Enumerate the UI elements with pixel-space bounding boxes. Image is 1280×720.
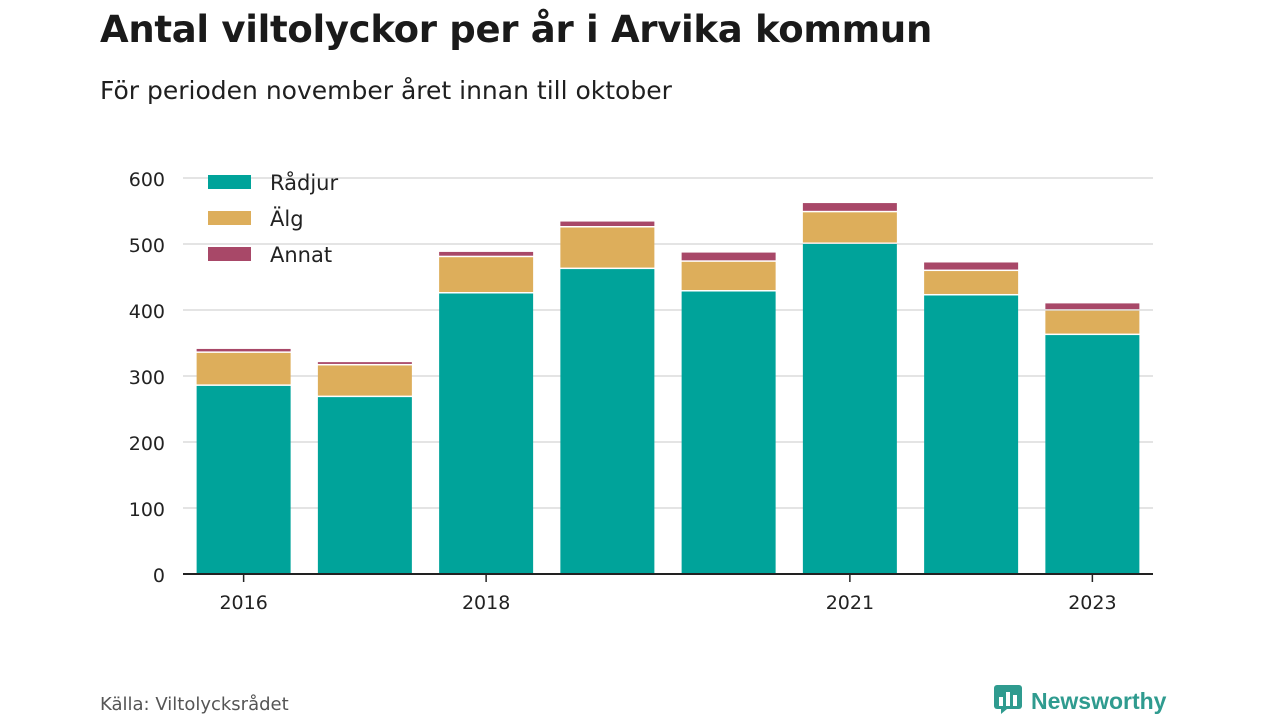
y-tick-label: 400	[129, 301, 165, 323]
x-tick-label: 2016	[219, 592, 267, 614]
chart-subtitle: För perioden november året innan till ok…	[100, 76, 672, 105]
x-tick-label: 2023	[1068, 592, 1116, 614]
bar-lg-2017	[317, 365, 412, 396]
bar-lg-2019	[560, 227, 655, 268]
bar-annat-2018	[439, 251, 534, 256]
bar-lg-2022	[924, 271, 1019, 294]
bar-rdjur-2020	[681, 291, 776, 574]
brand-name: Newsworthy	[1031, 687, 1167, 714]
bar-annat-2021	[802, 203, 897, 211]
bar-annat-2019	[560, 221, 655, 226]
bar-annat-2023	[1045, 303, 1140, 310]
bar-annat-2020	[681, 252, 776, 261]
bar-lg-2018	[439, 257, 534, 292]
bar-rdjur-2018	[439, 293, 534, 574]
bar-annat-2017	[317, 362, 412, 364]
bar-rdjur-2016	[196, 385, 291, 574]
bar-lg-2021	[802, 212, 897, 243]
source-note: Källa: Viltolycksrådet	[100, 694, 289, 715]
bar-lg-2023	[1045, 310, 1140, 334]
y-tick-label: 600	[129, 169, 165, 191]
bar-rdjur-2017	[317, 397, 412, 574]
x-tick-label: 2021	[826, 592, 874, 614]
bar-annat-2022	[924, 262, 1019, 270]
y-tick-label: 300	[129, 367, 165, 389]
y-tick-label: 500	[129, 235, 165, 257]
legend-swatch	[208, 211, 251, 225]
legend-label: Rådjur	[270, 170, 338, 195]
y-tick-label: 200	[129, 433, 165, 455]
y-tick-label: 0	[153, 565, 165, 587]
chart-title: Antal viltolyckor per år i Arvika kommun	[100, 8, 933, 51]
bars	[196, 203, 1140, 574]
brand-logo[interactable]: Newsworthy	[993, 684, 1166, 718]
legend: Rådjur Älg Annat	[208, 170, 338, 267]
bar-rdjur-2023	[1045, 335, 1140, 574]
legend-swatch	[208, 247, 251, 261]
y-tick-label: 100	[129, 499, 165, 521]
bar-rdjur-2021	[802, 244, 897, 574]
stacked-bar-chart: 0 100 200 300 400 500 600 2016 2018 2021 2023 Råd…	[129, 169, 1153, 614]
x-axis: 2016 2018 2021 2023	[183, 573, 1153, 614]
legend-label: Älg	[270, 206, 304, 231]
bar-annat-2016	[196, 348, 291, 352]
legend-label: Annat	[270, 243, 332, 267]
bar-rdjur-2019	[560, 269, 655, 574]
y-axis-ticks: 0 100 200 300 400 500 600	[129, 169, 165, 587]
legend-swatch	[208, 175, 251, 189]
bar-rdjur-2022	[924, 295, 1019, 574]
x-tick-label: 2018	[462, 592, 510, 614]
bar-lg-2016	[196, 352, 291, 385]
bar-lg-2020	[681, 261, 776, 291]
newsworthy-logo-icon	[993, 684, 1023, 718]
